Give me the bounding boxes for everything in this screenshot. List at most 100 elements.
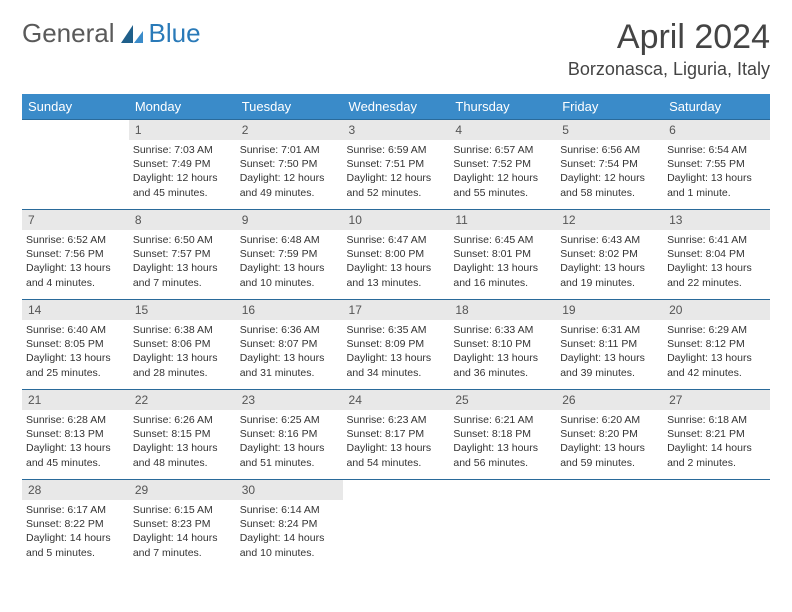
calendar-cell: 23Sunrise: 6:25 AMSunset: 8:16 PMDayligh… <box>236 390 343 480</box>
day-number: 23 <box>236 390 343 410</box>
calendar-cell: 5Sunrise: 6:56 AMSunset: 7:54 PMDaylight… <box>556 120 663 210</box>
day-number: 22 <box>129 390 236 410</box>
day-number: 17 <box>343 300 450 320</box>
weekday-header: Sunday <box>22 94 129 120</box>
calendar-cell: 19Sunrise: 6:31 AMSunset: 8:11 PMDayligh… <box>556 300 663 390</box>
calendar-cell: 11Sunrise: 6:45 AMSunset: 8:01 PMDayligh… <box>449 210 556 300</box>
day-content: Sunrise: 6:20 AMSunset: 8:20 PMDaylight:… <box>556 410 663 474</box>
day-number: 28 <box>22 480 129 500</box>
calendar-cell: 1Sunrise: 7:03 AMSunset: 7:49 PMDaylight… <box>129 120 236 210</box>
day-content: Sunrise: 6:21 AMSunset: 8:18 PMDaylight:… <box>449 410 556 474</box>
day-content: Sunrise: 6:28 AMSunset: 8:13 PMDaylight:… <box>22 410 129 474</box>
calendar-cell: 25Sunrise: 6:21 AMSunset: 8:18 PMDayligh… <box>449 390 556 480</box>
day-number: 18 <box>449 300 556 320</box>
location: Borzonasca, Liguria, Italy <box>568 59 770 80</box>
day-number: 29 <box>129 480 236 500</box>
day-content: Sunrise: 6:47 AMSunset: 8:00 PMDaylight:… <box>343 230 450 294</box>
day-number: 16 <box>236 300 343 320</box>
calendar-cell: 7Sunrise: 6:52 AMSunset: 7:56 PMDaylight… <box>22 210 129 300</box>
day-number: 5 <box>556 120 663 140</box>
day-content: Sunrise: 6:57 AMSunset: 7:52 PMDaylight:… <box>449 140 556 204</box>
weekday-header: Friday <box>556 94 663 120</box>
day-content: Sunrise: 6:56 AMSunset: 7:54 PMDaylight:… <box>556 140 663 204</box>
day-number: 15 <box>129 300 236 320</box>
logo: General Blue <box>22 18 201 49</box>
day-content: Sunrise: 6:23 AMSunset: 8:17 PMDaylight:… <box>343 410 450 474</box>
day-content: Sunrise: 6:41 AMSunset: 8:04 PMDaylight:… <box>663 230 770 294</box>
calendar-cell: 20Sunrise: 6:29 AMSunset: 8:12 PMDayligh… <box>663 300 770 390</box>
title-block: April 2024 Borzonasca, Liguria, Italy <box>568 18 770 80</box>
day-number: 27 <box>663 390 770 410</box>
day-number: 11 <box>449 210 556 230</box>
calendar-cell: 21Sunrise: 6:28 AMSunset: 8:13 PMDayligh… <box>22 390 129 480</box>
weekday-header: Thursday <box>449 94 556 120</box>
day-number: 25 <box>449 390 556 410</box>
day-content: Sunrise: 6:52 AMSunset: 7:56 PMDaylight:… <box>22 230 129 294</box>
calendar-row: 21Sunrise: 6:28 AMSunset: 8:13 PMDayligh… <box>22 390 770 480</box>
day-content: Sunrise: 6:36 AMSunset: 8:07 PMDaylight:… <box>236 320 343 384</box>
day-number: 8 <box>129 210 236 230</box>
day-content: Sunrise: 6:17 AMSunset: 8:22 PMDaylight:… <box>22 500 129 564</box>
calendar-row: 28Sunrise: 6:17 AMSunset: 8:22 PMDayligh… <box>22 480 770 570</box>
calendar-cell: 12Sunrise: 6:43 AMSunset: 8:02 PMDayligh… <box>556 210 663 300</box>
calendar-row: 14Sunrise: 6:40 AMSunset: 8:05 PMDayligh… <box>22 300 770 390</box>
weekday-header: Monday <box>129 94 236 120</box>
day-number: 19 <box>556 300 663 320</box>
day-number: 14 <box>22 300 129 320</box>
day-number: 26 <box>556 390 663 410</box>
day-number: 24 <box>343 390 450 410</box>
calendar-cell-empty: . <box>343 480 450 570</box>
day-number: 13 <box>663 210 770 230</box>
weekday-header: Saturday <box>663 94 770 120</box>
day-content: Sunrise: 6:14 AMSunset: 8:24 PMDaylight:… <box>236 500 343 564</box>
day-number: 1 <box>129 120 236 140</box>
calendar-cell: 3Sunrise: 6:59 AMSunset: 7:51 PMDaylight… <box>343 120 450 210</box>
calendar-cell: 15Sunrise: 6:38 AMSunset: 8:06 PMDayligh… <box>129 300 236 390</box>
calendar-cell: 10Sunrise: 6:47 AMSunset: 8:00 PMDayligh… <box>343 210 450 300</box>
day-content: Sunrise: 6:26 AMSunset: 8:15 PMDaylight:… <box>129 410 236 474</box>
day-number: 7 <box>22 210 129 230</box>
logo-text-part2: Blue <box>149 18 201 49</box>
day-content: Sunrise: 6:35 AMSunset: 8:09 PMDaylight:… <box>343 320 450 384</box>
day-content: Sunrise: 6:45 AMSunset: 8:01 PMDaylight:… <box>449 230 556 294</box>
calendar-cell: 16Sunrise: 6:36 AMSunset: 8:07 PMDayligh… <box>236 300 343 390</box>
day-number: 2 <box>236 120 343 140</box>
day-content: Sunrise: 6:15 AMSunset: 8:23 PMDaylight:… <box>129 500 236 564</box>
calendar-cell: 6Sunrise: 6:54 AMSunset: 7:55 PMDaylight… <box>663 120 770 210</box>
calendar-table: SundayMondayTuesdayWednesdayThursdayFrid… <box>22 94 770 570</box>
calendar-cell-empty: . <box>449 480 556 570</box>
calendar-row: .1Sunrise: 7:03 AMSunset: 7:49 PMDayligh… <box>22 120 770 210</box>
day-content: Sunrise: 7:03 AMSunset: 7:49 PMDaylight:… <box>129 140 236 204</box>
day-content: Sunrise: 6:59 AMSunset: 7:51 PMDaylight:… <box>343 140 450 204</box>
calendar-cell-empty: . <box>556 480 663 570</box>
header: General Blue April 2024 Borzonasca, Ligu… <box>22 18 770 80</box>
day-number: 12 <box>556 210 663 230</box>
day-number: 10 <box>343 210 450 230</box>
day-content: Sunrise: 6:29 AMSunset: 8:12 PMDaylight:… <box>663 320 770 384</box>
day-content: Sunrise: 6:38 AMSunset: 8:06 PMDaylight:… <box>129 320 236 384</box>
month-title: April 2024 <box>568 18 770 57</box>
day-content: Sunrise: 6:43 AMSunset: 8:02 PMDaylight:… <box>556 230 663 294</box>
day-content: Sunrise: 6:50 AMSunset: 7:57 PMDaylight:… <box>129 230 236 294</box>
calendar-row: 7Sunrise: 6:52 AMSunset: 7:56 PMDaylight… <box>22 210 770 300</box>
day-number: 3 <box>343 120 450 140</box>
calendar-cell: 8Sunrise: 6:50 AMSunset: 7:57 PMDaylight… <box>129 210 236 300</box>
day-content: Sunrise: 6:54 AMSunset: 7:55 PMDaylight:… <box>663 140 770 204</box>
day-content: Sunrise: 6:31 AMSunset: 8:11 PMDaylight:… <box>556 320 663 384</box>
calendar-cell: 9Sunrise: 6:48 AMSunset: 7:59 PMDaylight… <box>236 210 343 300</box>
calendar-cell: 29Sunrise: 6:15 AMSunset: 8:23 PMDayligh… <box>129 480 236 570</box>
calendar-cell: 14Sunrise: 6:40 AMSunset: 8:05 PMDayligh… <box>22 300 129 390</box>
weekday-header-row: SundayMondayTuesdayWednesdayThursdayFrid… <box>22 94 770 120</box>
day-content: Sunrise: 6:18 AMSunset: 8:21 PMDaylight:… <box>663 410 770 474</box>
logo-text-part1: General <box>22 18 115 49</box>
day-content: Sunrise: 7:01 AMSunset: 7:50 PMDaylight:… <box>236 140 343 204</box>
calendar-cell: 24Sunrise: 6:23 AMSunset: 8:17 PMDayligh… <box>343 390 450 480</box>
calendar-cell: 26Sunrise: 6:20 AMSunset: 8:20 PMDayligh… <box>556 390 663 480</box>
day-number: 20 <box>663 300 770 320</box>
calendar-cell: 27Sunrise: 6:18 AMSunset: 8:21 PMDayligh… <box>663 390 770 480</box>
calendar-cell: 17Sunrise: 6:35 AMSunset: 8:09 PMDayligh… <box>343 300 450 390</box>
day-number: 21 <box>22 390 129 410</box>
calendar-cell: 28Sunrise: 6:17 AMSunset: 8:22 PMDayligh… <box>22 480 129 570</box>
weekday-header: Tuesday <box>236 94 343 120</box>
day-number: 30 <box>236 480 343 500</box>
